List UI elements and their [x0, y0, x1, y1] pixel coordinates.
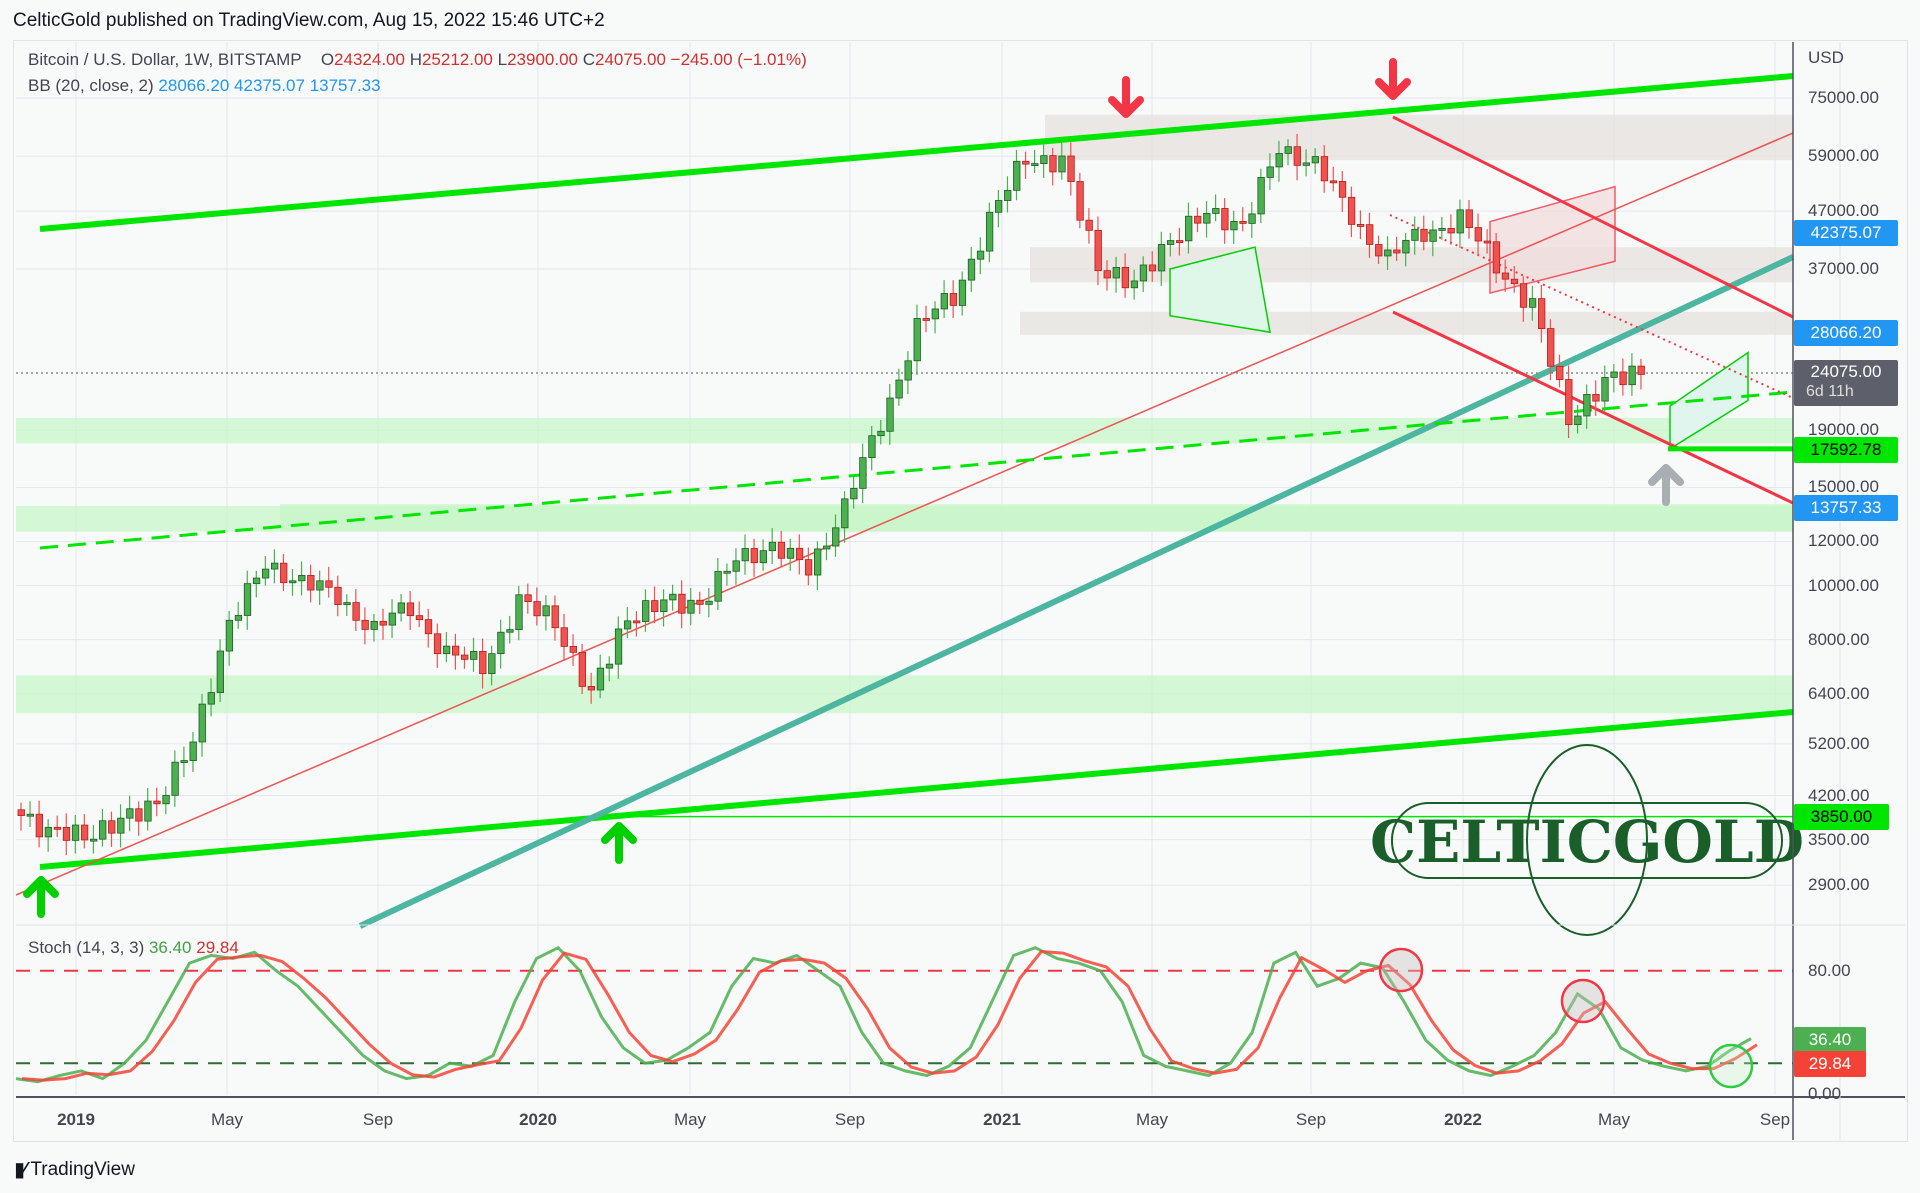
price-tick: 19000.00 — [1808, 420, 1879, 440]
price-tick: 5200.00 — [1808, 733, 1870, 753]
bb-lower-tag: 13757.33 — [1794, 495, 1898, 521]
stoch-d: 29.84 — [196, 938, 239, 957]
change-value: −245.00 (−1.01%) — [670, 50, 807, 69]
stoch-tick-0: 0.00 — [1808, 1084, 1842, 1103]
open-value: 24324.00 — [334, 50, 405, 69]
price-tick: 8000.00 — [1808, 629, 1870, 649]
time-tick: May — [673, 1110, 707, 1129]
time-tick: 2021 — [983, 1110, 1021, 1129]
price-tick: 6400.00 — [1808, 683, 1870, 703]
stoch-tick-80: 80.00 — [1808, 961, 1851, 980]
stoch-k: 36.40 — [148, 938, 192, 957]
time-tick: Sep — [362, 1110, 394, 1129]
time-tick: 2020 — [519, 1110, 557, 1129]
price-tick: 10000.00 — [1808, 575, 1879, 595]
svg-text:CELTICGOLD: CELTICGOLD — [1370, 808, 1804, 876]
time-tick: 2022 — [1444, 1110, 1482, 1129]
support-tag-3850: 3850.00 — [1794, 804, 1889, 830]
stoch-d-tag: 29.84 — [1794, 1051, 1866, 1077]
publisher-caption: CelticGold published on TradingView.com,… — [13, 10, 605, 31]
stoch-k-tag: 36.40 — [1794, 1027, 1866, 1053]
bb-basis: 28066.20 — [158, 76, 230, 95]
symbol-legend: Bitcoin / U.S. Dollar, 1W, BITSTAMP O243… — [28, 50, 807, 69]
stoch-label: Stoch (14, 3, 3) — [28, 938, 145, 957]
tradingview-logo[interactable]: ▮⁄ TradingView — [14, 1158, 135, 1182]
bb-label: BB (20, close, 2) — [28, 76, 154, 95]
price-tick: 47000.00 — [1808, 201, 1879, 221]
high-value: 25212.00 — [421, 50, 493, 69]
support-tag-17592: 17592.78 — [1794, 437, 1898, 463]
price-tick: 2900.00 — [1808, 875, 1870, 895]
celticgold-watermark: CELTICGOLD — [1370, 744, 1804, 936]
symbol-name: Bitcoin / U.S. Dollar, 1W, BITSTAMP — [28, 50, 302, 69]
last-price-tag: 24075.00 6d 11h — [1794, 360, 1898, 406]
annotation-arrows — [23, 58, 1684, 918]
tradingview-icon: ▮⁄ — [14, 1159, 26, 1181]
close-value: 24075.00 — [595, 50, 666, 69]
time-tick: Sep — [1295, 1110, 1327, 1129]
time-tick: May — [210, 1110, 244, 1129]
time-tick: May — [1135, 1110, 1169, 1129]
price-tick: 15000.00 — [1808, 477, 1879, 497]
price-tick: 37000.00 — [1808, 258, 1879, 278]
bb-upper-tag: 42375.07 — [1794, 220, 1898, 246]
price-tick: 4200.00 — [1808, 785, 1870, 805]
bb-lower: 13757.33 — [309, 76, 381, 95]
currency-label: USD — [1808, 48, 1844, 67]
time-tick: Sep — [1759, 1110, 1791, 1129]
price-tick: 75000.00 — [1808, 88, 1879, 107]
price-tick: 12000.00 — [1808, 531, 1879, 551]
trendlines — [15, 73, 1795, 929]
bb-legend: BB (20, close, 2) 28066.20 42375.07 1375… — [28, 76, 381, 96]
bar-countdown: 6d 11h — [1806, 383, 1854, 400]
low-value: 23900.00 — [507, 50, 578, 69]
price-tick: 3500.00 — [1808, 829, 1870, 849]
time-tick: 2019 — [57, 1110, 95, 1129]
time-tick: Sep — [834, 1110, 866, 1129]
price-tick: 59000.00 — [1808, 146, 1879, 166]
stoch-legend: Stoch (14, 3, 3) 36.40 29.84 — [28, 938, 239, 958]
stochastic-panel — [15, 945, 1793, 1089]
bb-basis-tag: 28066.20 — [1794, 320, 1898, 346]
time-tick: May — [1597, 1110, 1631, 1129]
bb-upper: 42375.07 — [234, 76, 305, 95]
candlesticks — [17, 133, 1645, 856]
support-resistance-zones — [16, 114, 1793, 714]
